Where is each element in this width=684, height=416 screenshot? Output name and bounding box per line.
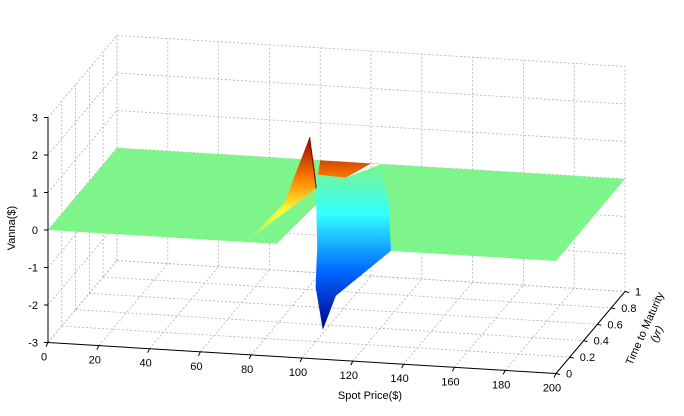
- x-tick-label: 100: [289, 367, 307, 379]
- z-axis-label: Vanna($): [6, 206, 18, 250]
- y-tick-label: 0.2: [580, 352, 595, 364]
- x-tick-mark: [350, 360, 354, 366]
- x-tick-mark: [299, 357, 303, 363]
- x-tick-label: 200: [543, 383, 561, 395]
- x-tick-mark: [96, 345, 100, 350]
- z-tick-label: -3: [28, 338, 38, 350]
- y-tick-label: 0.8: [621, 303, 636, 315]
- z-tick-label: 2: [32, 150, 38, 162]
- x-tick-label: 160: [441, 376, 459, 388]
- x-tick-mark: [197, 351, 201, 357]
- x-tick-mark: [401, 363, 405, 369]
- z-tick-label: 3: [32, 113, 38, 125]
- z-tick-label: 1: [32, 188, 38, 200]
- x-tick-mark: [502, 370, 506, 375]
- y-tick-mark: [569, 356, 574, 359]
- surface-ridge-line: [309, 137, 317, 189]
- y-tick-label: 1: [635, 287, 641, 299]
- y-tick-label: 0.6: [607, 319, 622, 331]
- x-axis-label: Spot Price($): [338, 390, 402, 402]
- y-tick-mark: [583, 340, 588, 343]
- y-tick-mark: [611, 307, 616, 310]
- x-tick-label: 40: [139, 358, 151, 370]
- x-tick-mark: [45, 342, 49, 347]
- x-tick-label: 0: [41, 352, 47, 364]
- x-tick-mark: [451, 367, 455, 372]
- surface-negative-trough: [315, 164, 391, 330]
- x-tick-label: 120: [340, 370, 358, 382]
- y-tick-mark: [624, 291, 630, 293]
- y-tick-mark: [555, 373, 561, 375]
- x-tick-labels: 0 20 40 60 80 100 120 140 160 180 200: [41, 342, 561, 395]
- z-tick-labels: -3 -2 -1 0 1 2 3: [28, 113, 48, 350]
- z-tick-label: -2: [28, 300, 38, 312]
- x-tick-mark: [147, 348, 151, 353]
- x-tick-mark: [553, 373, 557, 378]
- x-tick-label: 20: [89, 355, 101, 367]
- y-tick-mark: [597, 323, 602, 326]
- surface-flat-left: [48, 148, 359, 244]
- x-tick-label: 180: [492, 379, 510, 391]
- y-tick-labels: 0 0.2 0.4 0.6 0.8 1: [555, 287, 641, 381]
- vanna-surface: [48, 137, 625, 330]
- y-axis-line: [555, 291, 626, 374]
- y-tick-label: 0: [566, 369, 572, 381]
- z-tick-label: -1: [28, 263, 38, 275]
- x-tick-label: 80: [241, 364, 253, 376]
- x-tick-label: 140: [390, 373, 408, 385]
- x-tick-mark: [248, 354, 252, 360]
- z-tick-label: 0: [32, 225, 38, 237]
- y-tick-label: 0.4: [594, 336, 609, 348]
- x-tick-label: 60: [190, 361, 202, 373]
- surface-positive-ridge: [246, 137, 371, 243]
- surface-flat-right: [327, 164, 625, 261]
